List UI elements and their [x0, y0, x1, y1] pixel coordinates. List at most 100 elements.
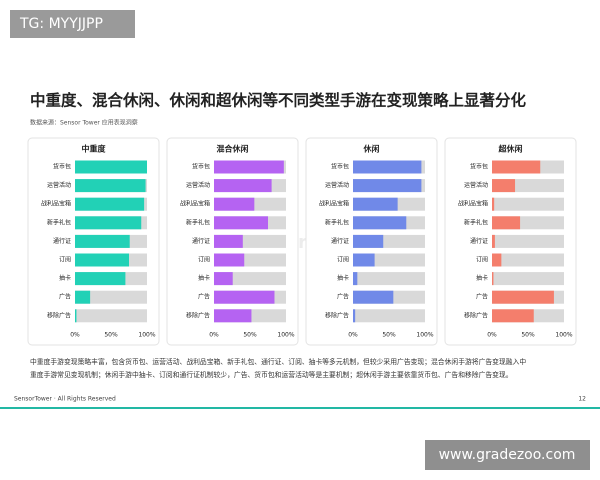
- category-label: 订阅: [59, 256, 71, 264]
- bar: [214, 234, 243, 248]
- x-tick-label: 100%: [555, 332, 572, 339]
- bar-track: [353, 309, 425, 323]
- category-label: 运营活动: [186, 181, 210, 189]
- page-number: 12: [578, 396, 586, 403]
- bar: [75, 272, 126, 286]
- category-label: 货币包: [331, 163, 349, 171]
- bar-track: [492, 197, 564, 211]
- x-tick-label: 0%: [70, 332, 80, 339]
- category-label: 广告: [476, 293, 488, 301]
- category-label: 移除广告: [186, 311, 210, 319]
- category-label: 新手礼包: [47, 218, 71, 226]
- watermark-box: [425, 440, 590, 470]
- category-label: 广告: [337, 293, 349, 301]
- category-label: 通行证: [331, 237, 349, 245]
- category-label: 战利品宝箱: [180, 200, 210, 208]
- category-label: 新手礼包: [325, 218, 349, 226]
- category-label: 通行证: [470, 237, 488, 245]
- bar: [492, 290, 554, 304]
- bar: [353, 160, 422, 174]
- x-tick-label: 50%: [104, 332, 118, 339]
- x-tick-label: 0%: [348, 332, 358, 339]
- bar-track: [492, 234, 564, 248]
- bar: [214, 290, 275, 304]
- category-label: 战利品宝箱: [458, 200, 488, 208]
- bar: [214, 197, 255, 211]
- bar-track: [492, 272, 564, 286]
- category-label: 移除广告: [464, 311, 488, 319]
- bar: [492, 309, 534, 323]
- watermark-bottom: www.gradezoo.com: [439, 447, 576, 463]
- bar: [214, 253, 245, 267]
- bar: [492, 253, 502, 267]
- category-label: 货币包: [192, 163, 210, 171]
- category-label: 新手礼包: [186, 218, 210, 226]
- category-label: 广告: [59, 293, 71, 301]
- watermark-box: [10, 10, 135, 38]
- category-label: 订阅: [337, 256, 349, 264]
- x-tick-label: 0%: [209, 332, 219, 339]
- bar: [353, 197, 398, 211]
- bar: [353, 234, 384, 248]
- bar: [353, 253, 375, 267]
- bar: [75, 309, 77, 323]
- bar: [75, 290, 91, 304]
- category-label: 抽卡: [337, 274, 349, 282]
- category-label: 抽卡: [59, 274, 71, 282]
- category-label: 通行证: [192, 237, 210, 245]
- bar: [214, 272, 233, 286]
- bar: [214, 309, 252, 323]
- bar: [75, 216, 142, 230]
- category-label: 移除广告: [47, 311, 71, 319]
- category-label: 战利品宝箱: [41, 200, 71, 208]
- bar: [492, 160, 541, 174]
- x-tick-label: 100%: [416, 332, 433, 339]
- bar: [353, 216, 407, 230]
- category-label: 订阅: [198, 256, 210, 264]
- bar-track: [492, 253, 564, 267]
- bar: [214, 160, 284, 174]
- bar-track: [353, 272, 425, 286]
- footer: SensorTower · All Rights Reserved: [14, 396, 116, 403]
- x-tick-label: 0%: [487, 332, 497, 339]
- category-label: 战利品宝箱: [319, 200, 349, 208]
- bar: [492, 179, 516, 193]
- category-label: 抽卡: [476, 274, 488, 282]
- category-label: 抽卡: [198, 274, 210, 282]
- category-label: 运营活动: [464, 181, 488, 189]
- bar: [492, 272, 494, 286]
- slide-title: 中重度、混合休闲、休闲和超休闲等不同类型手游在变现策略上显著分化: [30, 91, 527, 110]
- category-label: 运营活动: [47, 181, 71, 189]
- bar: [75, 234, 130, 248]
- category-label: 通行证: [53, 237, 71, 245]
- bar: [492, 197, 495, 211]
- x-tick-label: 100%: [138, 332, 155, 339]
- bar: [353, 179, 422, 193]
- bar: [214, 216, 268, 230]
- footnote: 重度手游常见变现机制；休闲手游中抽卡、订阅和通行证机制较少，广告、货币包和运营活…: [30, 370, 513, 379]
- bar: [75, 179, 146, 193]
- source: 数据来源：Sensor Tower 应用表现洞察: [30, 119, 138, 127]
- bar-track: [75, 290, 147, 304]
- category-label: 新手礼包: [464, 218, 488, 226]
- x-tick-label: 50%: [521, 332, 535, 339]
- bar: [75, 253, 129, 267]
- footnote: 中重度手游变现策略丰富，包含货币包、运营活动、战利品宝箱、新手礼包、通行证、订阅…: [30, 357, 526, 366]
- bar: [353, 290, 394, 304]
- bar: [353, 309, 356, 323]
- chart-title: 混合休闲: [217, 144, 249, 154]
- bar: [492, 234, 495, 248]
- category-label: 运营活动: [325, 181, 349, 189]
- category-label: 货币包: [53, 163, 71, 171]
- x-tick-label: 50%: [382, 332, 396, 339]
- watermark-top: TG: MYYJJPP: [19, 16, 103, 32]
- bar: [353, 272, 358, 286]
- bar: [75, 160, 147, 174]
- x-tick-label: 100%: [277, 332, 294, 339]
- category-label: 订阅: [476, 256, 488, 264]
- chart-title: 超休闲: [498, 144, 523, 154]
- chart-title: 中重度: [82, 144, 107, 154]
- category-label: 移除广告: [325, 311, 349, 319]
